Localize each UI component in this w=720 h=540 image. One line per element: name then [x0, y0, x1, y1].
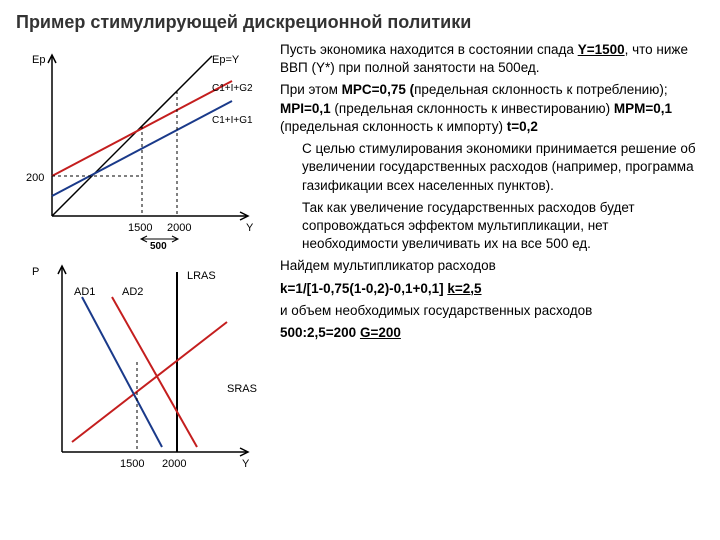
chart1-gap-label: 500	[150, 241, 167, 251]
para-1: Пусть экономика находится в состоянии сп…	[280, 41, 708, 77]
ad-as-chart: P LRAS SRAS AD1 AD2 1500 2000 Y	[12, 257, 272, 492]
chart1-svg: Ep Ep=Y C1+I+G2 C1+I+G1 200 1500 2000 50…	[12, 41, 272, 251]
chart1-bottom-line-label: C1+I+G1	[212, 115, 253, 126]
chart1-top-line-label: C1+I+G2	[212, 83, 253, 94]
content-row: Ep Ep=Y C1+I+G2 C1+I+G1 200 1500 2000 50…	[0, 33, 720, 498]
chart2-xtick2: 2000	[162, 458, 186, 470]
para-3: С целью стимулирования экономики принима…	[280, 140, 708, 195]
text-column: Пусть экономика находится в состоянии сп…	[272, 41, 708, 498]
chart2-xtick1: 1500	[120, 458, 144, 470]
chart1-line45-label: Ep=Y	[212, 54, 240, 66]
chart1-xtick1: 1500	[128, 222, 152, 234]
chart2-svg: P LRAS SRAS AD1 AD2 1500 2000 Y	[12, 257, 272, 492]
chart2-x-axis-label: Y	[242, 458, 250, 470]
page-title: Пример стимулирующей дискреционной полит…	[0, 0, 720, 33]
para-6: k=1/[1-0,75(1-0,2)-0,1+0,1] k=2,5	[280, 280, 708, 298]
keynesian-cross-chart: Ep Ep=Y C1+I+G2 C1+I+G1 200 1500 2000 50…	[12, 41, 272, 251]
para-7: и объем необходимых государственных расх…	[280, 302, 708, 320]
chart1-xtick2: 2000	[167, 222, 191, 234]
chart2-lras-label: LRAS	[187, 270, 216, 282]
para-2: При этом MPC=0,75 (предельная склонность…	[280, 81, 708, 136]
chart1-x-axis-label: Y	[246, 222, 254, 234]
charts-column: Ep Ep=Y C1+I+G2 C1+I+G1 200 1500 2000 50…	[12, 41, 272, 498]
chart2-ad2-label: AD2	[122, 286, 143, 298]
chart2-y-axis-label: P	[32, 266, 39, 278]
para-8: 500:2,5=200 G=200	[280, 324, 708, 342]
chart2-ad1-label: AD1	[74, 286, 95, 298]
para-5: Найдем мультипликатор расходов	[280, 257, 708, 275]
chart1-ytick: 200	[26, 172, 44, 184]
chart2-sras-label: SRAS	[227, 383, 257, 395]
chart1-y-axis-label: Ep	[32, 54, 45, 66]
para-4: Так как увеличение государственных расхо…	[280, 199, 708, 254]
